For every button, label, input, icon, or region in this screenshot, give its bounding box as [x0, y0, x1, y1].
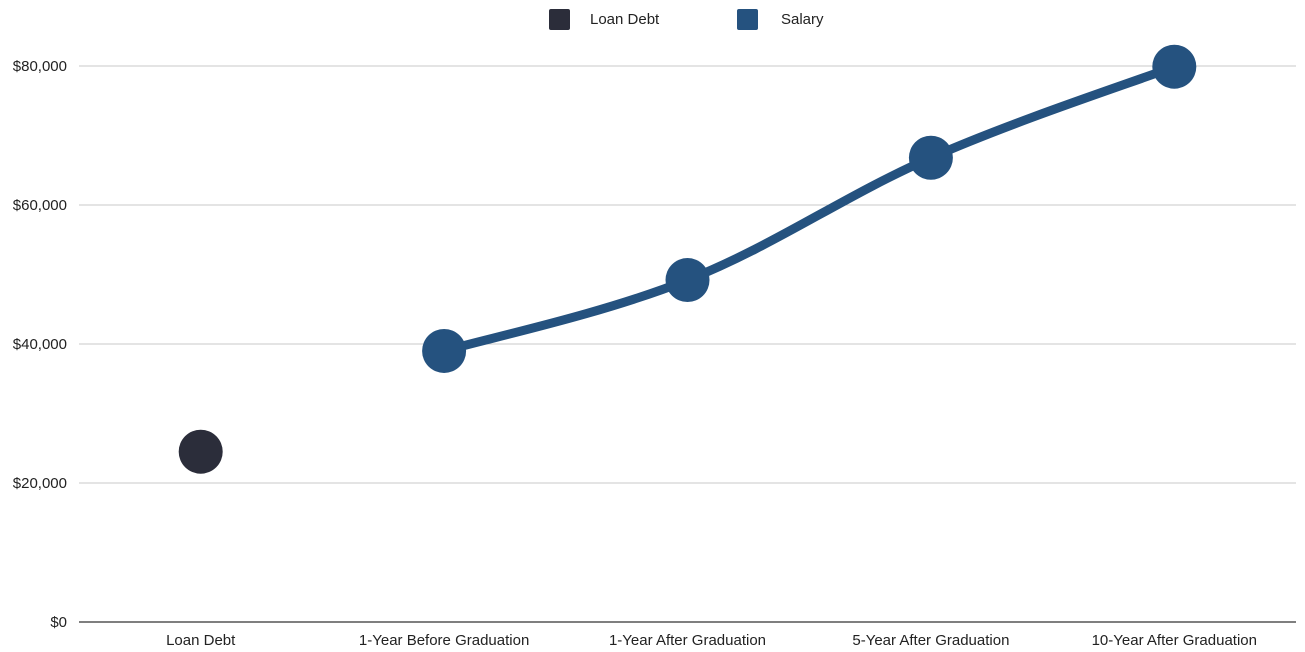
gridlines — [79, 65, 1296, 623]
legend-item[interactable]: Loan Debt — [549, 9, 660, 30]
series-line — [439, 62, 1179, 356]
x-tick-label: 1-Year After Graduation — [609, 632, 766, 649]
x-tick-label: 1-Year Before Graduation — [359, 632, 529, 649]
y-tick-label: $0 — [50, 614, 67, 631]
data-point[interactable] — [908, 135, 953, 180]
x-tick-label: Loan Debt — [166, 632, 236, 649]
data-point[interactable] — [422, 328, 467, 373]
x-tick-label: 10-Year After Graduation — [1092, 632, 1257, 649]
series-layer — [178, 44, 1197, 474]
legend-swatch — [737, 9, 758, 30]
x-tick-label: 5-Year After Graduation — [852, 632, 1009, 649]
legend-label: Loan Debt — [590, 11, 660, 28]
y-tick-label: $20,000 — [13, 475, 67, 492]
data-point[interactable] — [1152, 44, 1197, 89]
legend-label: Salary — [781, 11, 824, 28]
series-salary — [422, 44, 1197, 373]
data-point[interactable] — [665, 258, 710, 303]
legend-item[interactable]: Salary — [737, 9, 824, 30]
legend: Loan Debt Salary — [549, 9, 824, 30]
y-tick-label: $40,000 — [13, 336, 67, 353]
y-tick-label: $60,000 — [13, 197, 67, 214]
y-axis: $0 $20,000 $40,000 $60,000 $80,000 — [13, 58, 67, 631]
y-tick-label: $80,000 — [13, 58, 67, 75]
data-point[interactable] — [178, 429, 223, 474]
series-loan-debt — [178, 429, 223, 474]
x-axis: Loan Debt 1-Year Before Graduation 1-Year … — [166, 632, 1257, 649]
legend-swatch — [549, 9, 570, 30]
